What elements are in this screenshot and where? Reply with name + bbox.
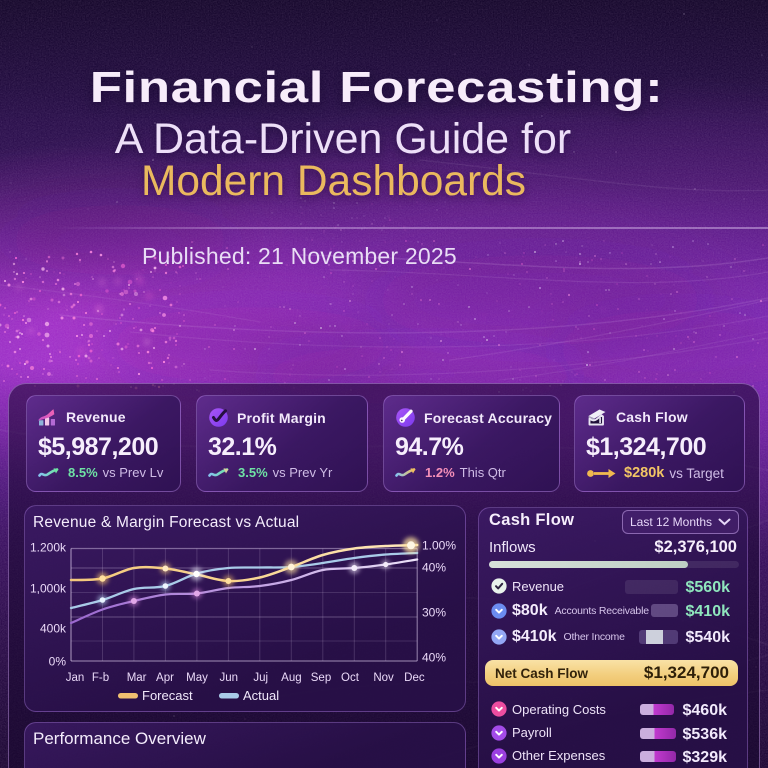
svg-text:Oct: Oct [341, 672, 360, 684]
svg-text:Forecast: Forecast [142, 688, 193, 703]
svg-text:30%: 30% [422, 606, 446, 620]
svg-text:Jun: Jun [220, 672, 239, 684]
svg-text:Jan: Jan [66, 672, 85, 684]
svg-text:Actual: Actual [243, 688, 279, 703]
svg-text:0%: 0% [49, 655, 67, 669]
svg-text:Dec: Dec [404, 672, 425, 684]
svg-text:40%: 40% [422, 651, 446, 665]
svg-text:Mar: Mar [127, 672, 147, 684]
svg-text:40%: 40% [422, 561, 446, 575]
svg-text:F-b: F-b [92, 672, 109, 684]
svg-text:May: May [186, 672, 208, 684]
svg-text:1.00%: 1.00% [422, 539, 456, 553]
svg-text:Nov: Nov [373, 672, 394, 684]
svg-text:Apr: Apr [156, 672, 174, 684]
svg-text:Aug: Aug [281, 672, 301, 684]
svg-text:400k: 400k [40, 622, 67, 636]
svg-text:1,000k: 1,000k [30, 582, 67, 596]
svg-text:Sep: Sep [311, 672, 331, 684]
svg-text:1.200k: 1.200k [30, 541, 67, 555]
svg-text:Juj: Juj [253, 672, 268, 684]
